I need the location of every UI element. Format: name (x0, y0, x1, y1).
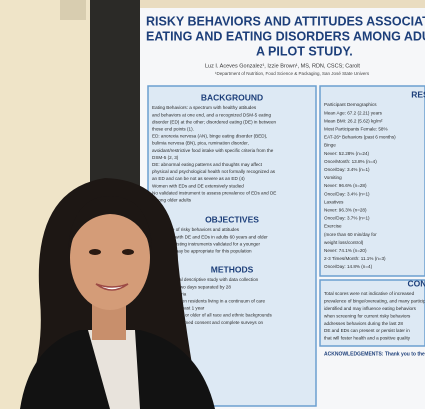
section-line: DSM-5 (2, 3) (152, 155, 179, 160)
section-line: Never: 74.1% (n=20) (324, 248, 367, 253)
section-line: and behaviors at one end, and a recogniz… (152, 112, 271, 117)
poster-title: EATING AND EATING DISORDERS AMONG ADUL (146, 29, 425, 43)
section-line: Most Participants Female: 58% (324, 127, 388, 132)
section-line: those end points (1). (152, 127, 194, 132)
section-line: Total scores were not indicative of incr… (324, 291, 415, 296)
section-line: physical and psychological health not fo… (152, 169, 276, 174)
section-line: cross-sectional descriptive study with d… (152, 277, 259, 282)
poster-title: RISKY BEHAVIORS AND ATTITUDES ASSOCIATED (146, 14, 425, 28)
section-line: Completed informed consent and complete … (152, 320, 264, 325)
poster-authors: Luz I. Aceves Gonzalez¹, Izzie Brown¹, M… (205, 63, 360, 69)
section-line: disorder (ED) at the other; disordered e… (152, 119, 277, 124)
section-heading: OBJECTIVES (205, 214, 259, 224)
poster-affiliation: ¹Department of Nutrition, Food Science &… (215, 71, 370, 76)
section-line: avoidant/restrictive food intake with sp… (152, 148, 274, 153)
section-line: Participant Demographics (324, 102, 377, 107)
section-line: EAT-26* Behaviors (past 6 months) (324, 135, 396, 140)
section-line: Once/Day: 14.8% (n=4) (324, 264, 373, 269)
section-heading: CONC (407, 278, 425, 288)
section-line: Once/Day: 3.4% (n=1) (324, 167, 370, 172)
section-line: Mean Age: 67.2 (2.21) years (324, 110, 383, 115)
acknowledgements: ACKNOWLEDGEMENTS: Thank you to the (324, 351, 425, 357)
section-heading: RES (411, 89, 425, 99)
section-line: when screening for current risky behavio… (324, 313, 411, 318)
results-box (319, 85, 425, 277)
section-line: that will foster health and a positive q… (324, 336, 411, 341)
section-line: Once/Day: 3.4% (n=1) (324, 191, 370, 196)
section-line: weight loss/control) (324, 240, 364, 245)
section-line: No validated instrument to assess preval… (152, 190, 276, 195)
section-line: Women and men residents living in a cont… (152, 299, 265, 304)
section-line: identify if existing instruments validat… (152, 241, 260, 246)
section-line: 2-3 Times/Month: 11.1% (n=3) (324, 256, 386, 261)
section-line: DE: abnormal eating patterns and thought… (152, 162, 263, 167)
section-line: associated with DE and EDs in adults 60 … (152, 234, 268, 239)
section-line: identified and may influence eating beha… (324, 306, 417, 311)
section-line: Exercise (324, 224, 342, 229)
section-line: an ED and can be not as severe as an ED … (152, 176, 245, 181)
section-line: (more than 60 min/day for (324, 232, 377, 237)
section-line: addresses behaviors during the last 28 (324, 321, 403, 326)
section-line: Never: 52.28% (n=24) (324, 151, 370, 156)
section-line: Eating Behaviors: a spectrum with health… (152, 105, 257, 110)
section-line: Binge (324, 143, 336, 148)
section-line: ED: anorexia nervosa (AN), binge eating … (152, 134, 267, 139)
section-heading: METHODS (211, 264, 254, 274)
section-line: Never: 96.3% (n=28) (324, 208, 367, 213)
section-line: DE and EDs can present or persist later … (324, 328, 410, 333)
section-line: Vomiting (324, 175, 342, 180)
section-line: Once/Month: 13.8% (n=4) (324, 159, 377, 164)
section-line: 60 years of age or older of all race and… (152, 313, 272, 318)
section-line: occurring on two days separated by 28 (152, 284, 231, 289)
section-line: population may be appropriate for this p… (152, 249, 252, 254)
section-heading: BACKGROUND (201, 92, 263, 102)
section-line: Never: 96.6% (n=28) (324, 183, 367, 188)
section-line: bulimia nervosa (BN), pica, rumination d… (152, 141, 249, 146)
section-line: Once/Day: 3.7% (n=1) (324, 216, 370, 221)
section-line: Women with EDs and DE extensively studie… (152, 183, 244, 188)
conclusion-box (319, 279, 425, 347)
section-line: Mean BMI: 26.2 (5.62) kg/m² (324, 118, 383, 123)
sign (60, 0, 86, 20)
section-line: prevalence of risky behaviors and attitu… (152, 227, 240, 232)
poster-title: A PILOT STUDY. (256, 44, 353, 58)
section-line: prevalence of binge/overeating, and many… (324, 299, 425, 304)
section-line: among older adults (152, 198, 192, 203)
section-line: Laxatives (324, 199, 344, 204)
person (20, 178, 215, 409)
